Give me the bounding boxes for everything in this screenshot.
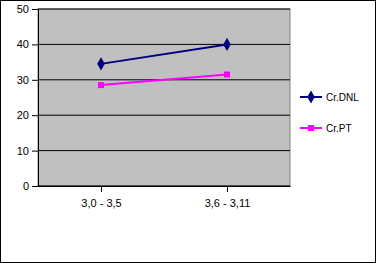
x-tick: 3,6 - 3,11	[205, 186, 251, 209]
legend-label: Cr.DNL	[326, 92, 359, 103]
series-line	[101, 44, 227, 63]
legend-item: Cr.DNL	[300, 90, 359, 103]
plot-area	[38, 9, 290, 186]
series-marker	[224, 71, 230, 77]
legend-item: Cr.PT	[300, 123, 352, 134]
legend-label: Cr.PT	[326, 123, 352, 134]
chart: 0 10 20 30 40 50 3,0 - 3,5 3,6 - 3,11 Cr.DNL Cr.P…	[0, 0, 376, 263]
grid-line	[38, 44, 290, 45]
y-tick-mark	[32, 9, 38, 10]
chart-border	[1, 1, 376, 263]
y-tick: 50	[17, 3, 38, 15]
y-tick: 0	[23, 180, 38, 192]
y-axis: 0 10 20 30 40 50	[17, 3, 39, 192]
y-axis-line	[38, 10, 39, 187]
legend: Cr.DNL Cr.PT	[300, 90, 359, 133]
y-tick-label: 40	[17, 38, 29, 50]
x-tick-mark	[101, 186, 102, 192]
series-line	[101, 74, 227, 85]
x-axis-line	[39, 186, 291, 187]
series-marker	[97, 57, 105, 70]
grid	[38, 9, 290, 186]
y-tick: 10	[17, 145, 38, 157]
y-tick: 40	[17, 38, 38, 50]
grid-line	[38, 150, 290, 151]
y-tick-mark	[32, 115, 38, 116]
grid-line	[38, 115, 290, 116]
y-tick: 30	[17, 74, 38, 86]
grid-line	[38, 9, 290, 10]
x-tick-mark	[227, 186, 228, 192]
legend-marker	[307, 90, 315, 103]
y-tick: 20	[17, 109, 38, 121]
y-tick-label: 30	[17, 74, 29, 86]
x-tick: 3,0 - 3,5	[81, 186, 121, 209]
series-marker	[98, 82, 104, 88]
x-tick-label: 3,6 - 3,11	[205, 197, 251, 209]
y-tick-mark	[32, 151, 38, 152]
y-tick-label: 0	[23, 180, 29, 192]
y-tick-mark	[32, 44, 38, 45]
series-group	[97, 38, 231, 88]
y-tick-label: 10	[17, 145, 29, 157]
y-tick-label: 20	[17, 109, 29, 121]
x-axis: 3,0 - 3,5 3,6 - 3,11	[39, 186, 291, 209]
x-tick-label: 3,0 - 3,5	[81, 197, 121, 209]
y-tick-mark	[32, 80, 38, 81]
y-tick-mark	[32, 186, 38, 187]
legend-marker	[308, 125, 314, 131]
grid-line	[38, 186, 290, 187]
series-marker	[223, 38, 231, 51]
y-tick-label: 50	[17, 3, 29, 15]
